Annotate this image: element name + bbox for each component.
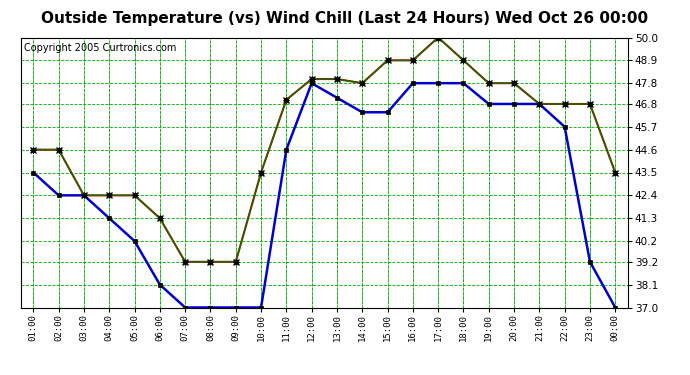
Text: Outside Temperature (vs) Wind Chill (Last 24 Hours) Wed Oct 26 00:00: Outside Temperature (vs) Wind Chill (Las… (41, 11, 649, 26)
Text: Copyright 2005 Curtronics.com: Copyright 2005 Curtronics.com (23, 43, 176, 53)
